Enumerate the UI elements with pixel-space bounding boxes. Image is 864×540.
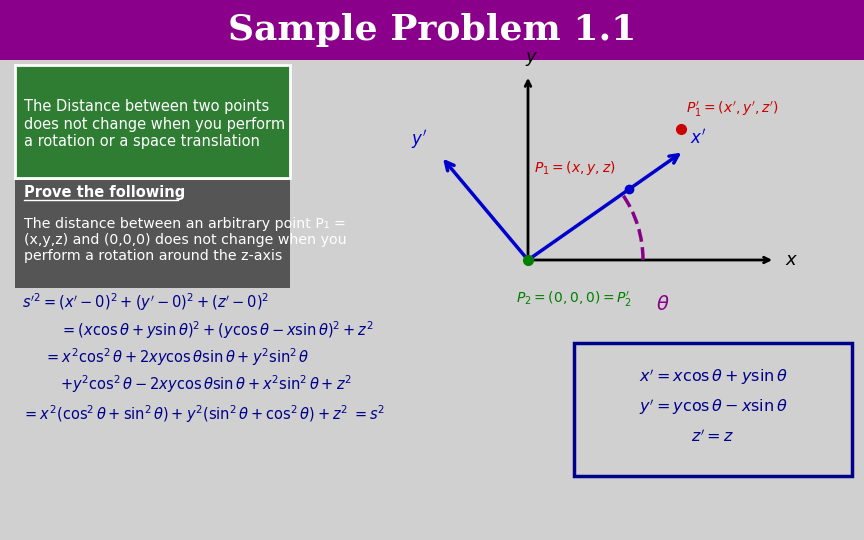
Text: $= (x\cos\theta+y\sin\theta)^{2}+(y\cos\theta-x\sin\theta)^{2}+z^{2}$: $= (x\cos\theta+y\sin\theta)^{2}+(y\cos\… [60, 319, 373, 341]
Text: $y' = y\cos\theta - x\sin\theta$: $y' = y\cos\theta - x\sin\theta$ [638, 397, 787, 417]
Text: Sample Problem 1.1: Sample Problem 1.1 [228, 13, 636, 47]
Text: $s'^{2} = (x'-0)^{2}+(y'-0)^{2}+(z'-0)^{2}$: $s'^{2} = (x'-0)^{2}+(y'-0)^{2}+(z'-0)^{… [22, 291, 270, 313]
Text: $z' = z$: $z' = z$ [691, 428, 734, 446]
Text: $= x^{2}\cos^{2}\theta+2xy\cos\theta\sin\theta+y^{2}\sin^{2}\theta$: $= x^{2}\cos^{2}\theta+2xy\cos\theta\sin… [44, 346, 309, 368]
FancyBboxPatch shape [15, 65, 290, 178]
Text: Prove the following: Prove the following [24, 186, 185, 200]
FancyBboxPatch shape [574, 343, 852, 476]
Text: $P_1 = (x,y,z)$: $P_1 = (x,y,z)$ [534, 159, 616, 177]
FancyBboxPatch shape [0, 0, 864, 60]
Text: The distance between an arbitrary point P₁ =
(x,y,z) and (0,0,0) does not change: The distance between an arbitrary point … [24, 217, 346, 263]
Text: $= x^{2}\left(\cos^{2}\theta+\sin^{2}\theta\right)+y^{2}\left(\sin^{2}\theta+\co: $= x^{2}\left(\cos^{2}\theta+\sin^{2}\th… [22, 403, 385, 425]
Text: $P_1' = (x', y', z')$: $P_1' = (x', y', z')$ [686, 100, 778, 119]
Text: $x$: $x$ [785, 251, 798, 269]
Text: $x'$: $x'$ [689, 128, 706, 147]
Text: $y'$: $y'$ [411, 127, 427, 151]
Text: The Distance between two points
does not change when you perform
a rotation or a: The Distance between two points does not… [24, 99, 285, 149]
Text: $y$: $y$ [525, 50, 538, 68]
FancyBboxPatch shape [15, 180, 290, 288]
Text: $+y^{2}\cos^{2}\theta-2xy\cos\theta\sin\theta+x^{2}\sin^{2}\theta+z^{2}$: $+y^{2}\cos^{2}\theta-2xy\cos\theta\sin\… [60, 373, 352, 395]
Text: $P_2 = (0,0,0) = P_2^{\prime}$: $P_2 = (0,0,0) = P_2^{\prime}$ [516, 290, 632, 309]
Text: $x' = x\cos\theta + y\sin\theta$: $x' = x\cos\theta + y\sin\theta$ [638, 367, 787, 387]
Text: $\theta$: $\theta$ [657, 295, 670, 314]
